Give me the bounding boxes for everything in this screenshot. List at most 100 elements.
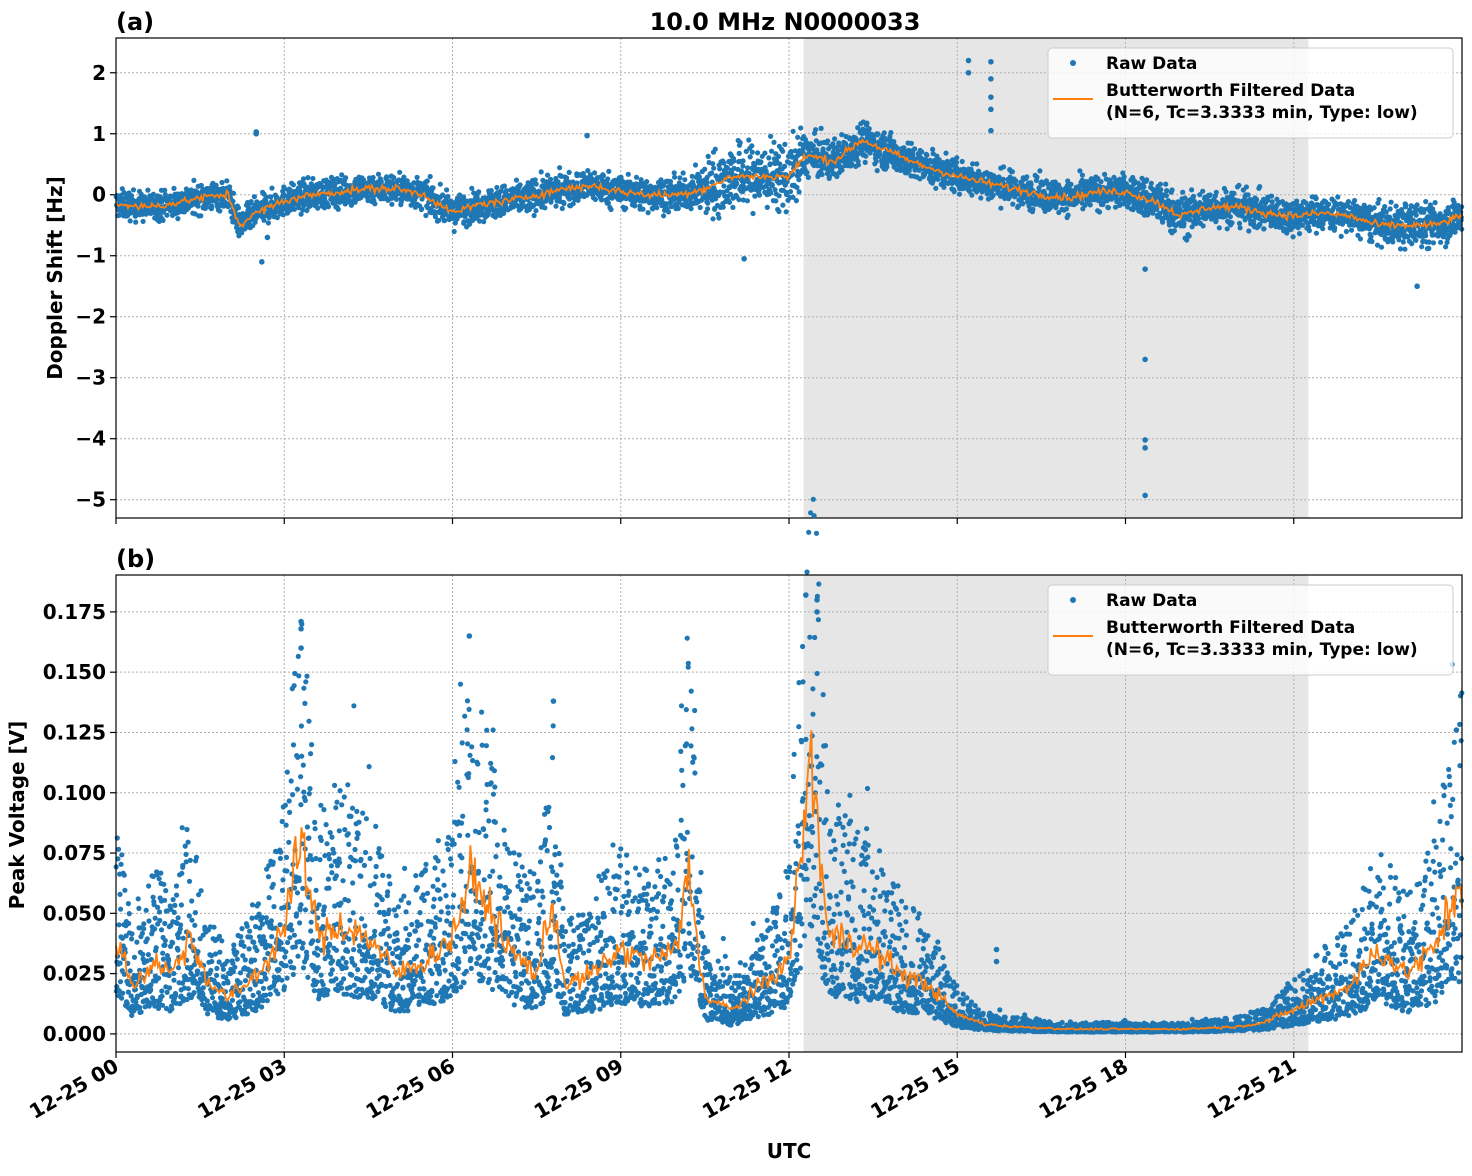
- raw-data-point: [1149, 181, 1154, 186]
- raw-data-point: [791, 129, 796, 134]
- raw-data-point: [175, 216, 180, 221]
- raw-data-point: [644, 179, 649, 184]
- raw-data-point: [705, 180, 710, 185]
- raw-data-point: [305, 175, 310, 180]
- raw-data-point: [1225, 226, 1230, 231]
- raw-data-point: [658, 177, 663, 182]
- raw-data-point: [957, 192, 962, 197]
- raw-data-point: [310, 176, 315, 181]
- raw-data-point: [771, 140, 776, 145]
- raw-data-point: [1332, 225, 1337, 230]
- raw-data-point: [954, 160, 959, 165]
- raw-data-point: [709, 170, 714, 175]
- raw-data-point: [198, 213, 203, 218]
- raw-data-point: [766, 155, 771, 160]
- raw-data-point: [832, 136, 837, 141]
- raw-data-point: [567, 170, 572, 175]
- raw-data-point: [1144, 177, 1149, 182]
- raw-data-point: [372, 201, 377, 206]
- raw-data-point: [752, 194, 757, 199]
- raw-data-point: [236, 205, 241, 210]
- panel-label-a: (a): [116, 8, 154, 36]
- raw-data-point: [560, 206, 565, 211]
- raw-data-point: [1413, 238, 1418, 243]
- raw-data-point: [705, 206, 710, 211]
- raw-data-point: [1102, 172, 1107, 177]
- raw-data-point: [749, 143, 754, 148]
- raw-data-point: [863, 160, 868, 165]
- raw-data-point: [820, 172, 825, 177]
- raw-data-point: [777, 193, 782, 198]
- raw-data-point: [909, 141, 914, 146]
- raw-data-point: [1131, 207, 1136, 212]
- raw-data-point: [1372, 205, 1377, 210]
- raw-data-point: [888, 130, 893, 135]
- raw-data-point: [1237, 221, 1242, 226]
- raw-data-point: [1379, 245, 1384, 250]
- raw-data-point: [1180, 190, 1185, 195]
- raw-data-point: [1320, 226, 1325, 231]
- y-tick-label: 2: [92, 61, 106, 85]
- raw-data-point: [839, 168, 844, 173]
- raw-data-point: [654, 205, 659, 210]
- raw-data-point: [875, 168, 880, 173]
- raw-data-point: [423, 213, 428, 218]
- raw-data-point: [1369, 239, 1374, 244]
- y-tick-label: −2: [75, 305, 106, 329]
- raw-data-point: [780, 149, 785, 154]
- raw-data-point: [415, 175, 420, 180]
- raw-data-point: [797, 189, 802, 194]
- raw-data-point: [1261, 226, 1266, 231]
- raw-data-point: [721, 205, 726, 210]
- raw-data-point: [1352, 198, 1357, 203]
- raw-data-point: [711, 166, 716, 171]
- y-tick-label: 0: [92, 183, 106, 207]
- raw-data-point: [804, 170, 809, 175]
- raw-data-point: [376, 172, 381, 177]
- raw-data-point: [1066, 213, 1071, 218]
- raw-data-point: [1339, 234, 1344, 239]
- raw-data-point: [623, 206, 628, 211]
- raw-data-point: [1097, 209, 1102, 214]
- raw-data-point: [605, 176, 610, 181]
- y-tick-label: −3: [75, 366, 106, 390]
- raw-data-point: [755, 150, 760, 155]
- raw-data-point: [608, 207, 613, 212]
- raw-data-point: [606, 169, 611, 174]
- raw-data-point: [634, 175, 639, 180]
- raw-data-point: [825, 138, 830, 143]
- raw-data-point: [1122, 174, 1127, 179]
- raw-data-point: [1433, 200, 1438, 205]
- raw-data-point: [1172, 228, 1177, 233]
- raw-data-point: [1010, 202, 1015, 207]
- raw-data-point: [1409, 241, 1414, 246]
- raw-data-point: [727, 200, 732, 205]
- raw-data-point: [481, 219, 486, 224]
- raw-data-point: [1214, 190, 1219, 195]
- raw-data-point: [601, 173, 606, 178]
- raw-data-point: [231, 191, 236, 196]
- raw-data-point: [1034, 175, 1039, 180]
- raw-data-point: [1229, 220, 1234, 225]
- raw-data-point: [884, 164, 889, 169]
- raw-data-point: [1438, 240, 1443, 245]
- raw-data-point: [1349, 228, 1354, 233]
- raw-data-point: [782, 164, 787, 169]
- raw-data-point: [863, 154, 868, 159]
- raw-data-point: [794, 185, 799, 190]
- raw-data-point: [442, 218, 447, 223]
- raw-data-point: [784, 209, 789, 214]
- raw-data-point: [1080, 173, 1085, 178]
- raw-data-point: [954, 155, 959, 160]
- raw-data-point: [702, 167, 707, 172]
- raw-data-point: [710, 216, 715, 221]
- raw-data-point: [1403, 203, 1408, 208]
- raw-data-point: [1231, 191, 1236, 196]
- raw-data-point: [626, 172, 631, 177]
- raw-data-point: [773, 198, 778, 203]
- raw-data-point: [768, 190, 773, 195]
- raw-data-point: [326, 204, 331, 209]
- raw-data-point: [1269, 194, 1274, 199]
- raw-data-point: [1314, 196, 1319, 201]
